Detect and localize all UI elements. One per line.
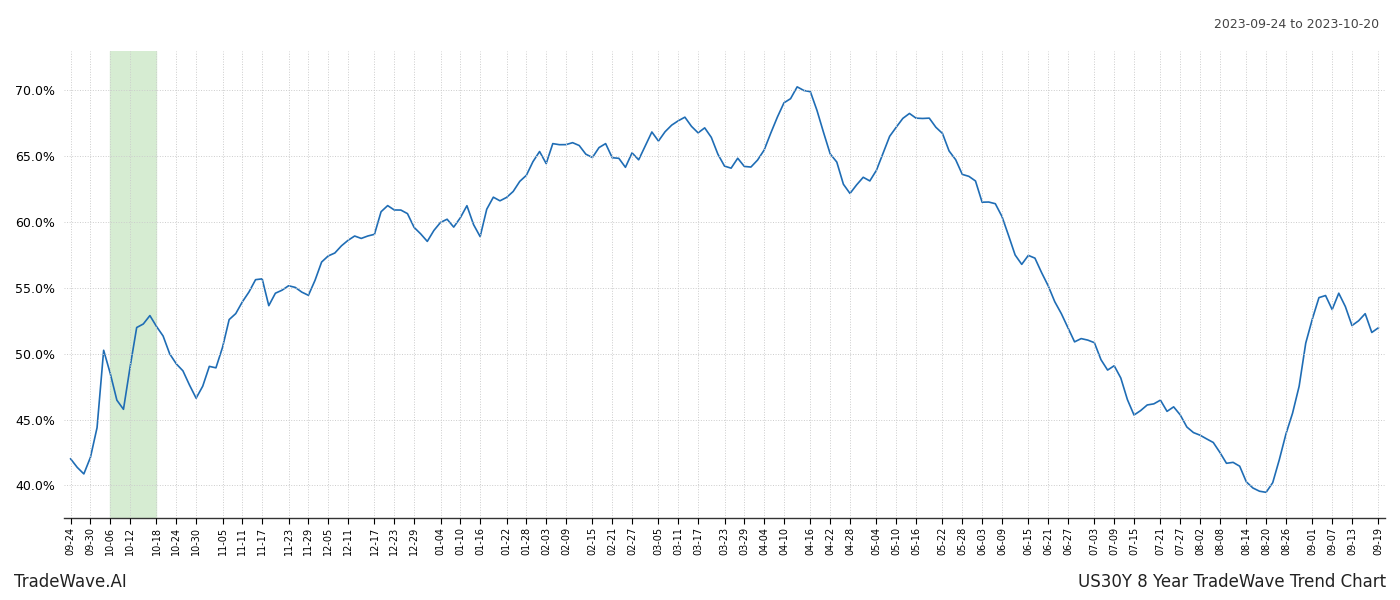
Text: US30Y 8 Year TradeWave Trend Chart: US30Y 8 Year TradeWave Trend Chart (1078, 573, 1386, 591)
Text: TradeWave.AI: TradeWave.AI (14, 573, 127, 591)
Text: 2023-09-24 to 2023-10-20: 2023-09-24 to 2023-10-20 (1214, 18, 1379, 31)
Bar (111, 51, 157, 518)
